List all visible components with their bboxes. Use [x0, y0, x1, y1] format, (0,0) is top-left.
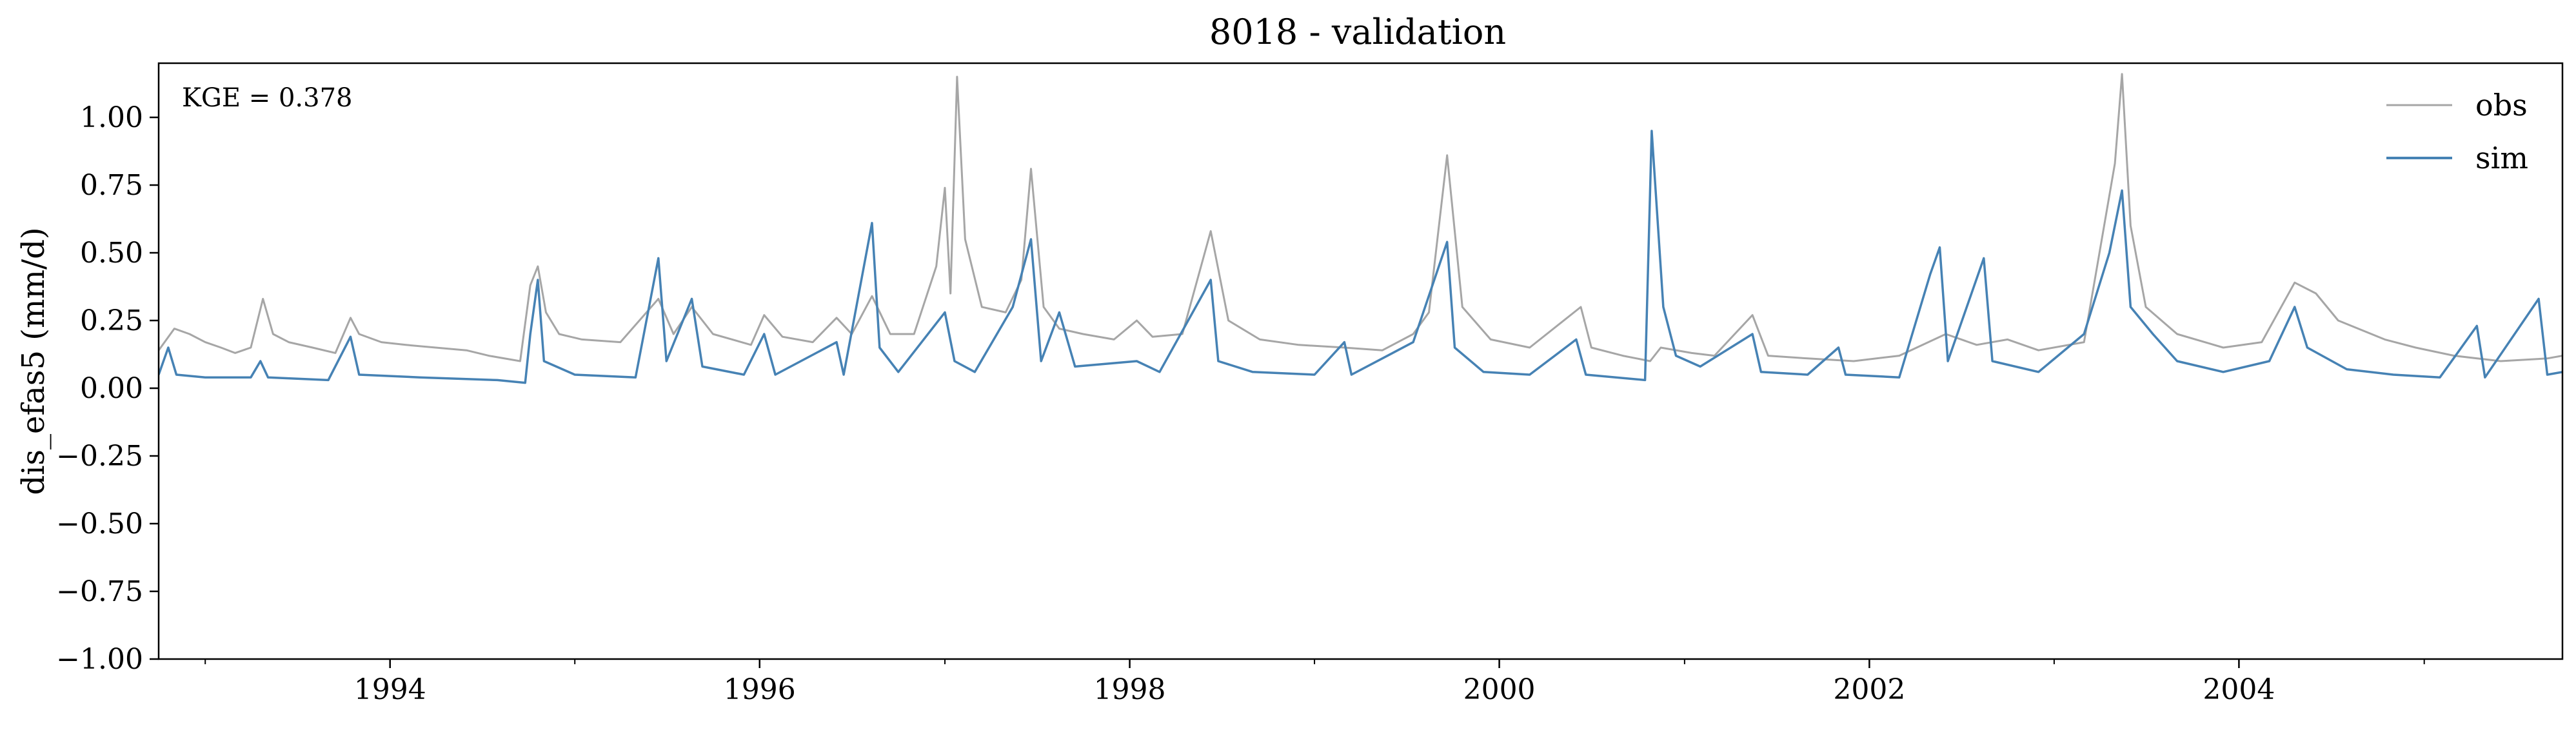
y-tick-label: 0.75 — [80, 169, 143, 202]
chart-title: 8018 - validation — [1209, 12, 1506, 52]
x-tick-label: 1994 — [354, 673, 426, 706]
y-tick-label: 1.00 — [80, 101, 143, 134]
y-tick-label: −0.75 — [56, 575, 143, 608]
x-tick-label: 1996 — [724, 673, 796, 706]
series-line-obs — [159, 73, 2562, 362]
y-tick-label: −0.50 — [56, 508, 143, 540]
y-tick-label: −1.00 — [56, 643, 143, 676]
y-tick-label: 0.00 — [80, 372, 143, 405]
y-axis-label: dis_efas5 (mm/d) — [15, 227, 52, 495]
legend-label-sim: sim — [2475, 141, 2528, 175]
y-tick-label: 0.50 — [80, 237, 143, 270]
series-line-sim — [159, 130, 2562, 384]
series-layer — [159, 73, 2562, 384]
x-tick-label: 2002 — [1833, 673, 1905, 706]
kge-annotation: KGE = 0.378 — [182, 83, 353, 113]
y-tick-label: −0.25 — [56, 440, 143, 473]
y-tick-label: 0.25 — [80, 304, 143, 337]
legend-label-obs: obs — [2475, 88, 2528, 123]
x-tick-label: 1998 — [1094, 673, 1166, 706]
legend: obs sim — [2386, 88, 2528, 175]
x-tick-label: 2004 — [2203, 673, 2275, 706]
axes-layer: −1.00 −0.75 −0.50 −0.25 0.00 0.25 0.50 0.75 1.00… — [56, 101, 2425, 706]
x-tick-label: 2000 — [1463, 673, 1536, 706]
plot-frame — [157, 62, 2564, 660]
